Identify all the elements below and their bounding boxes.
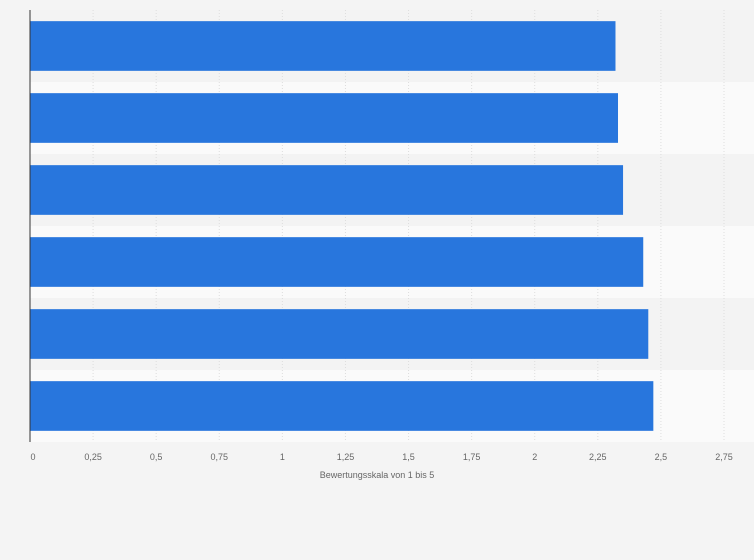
x-tick-label-7: 1,5 bbox=[402, 452, 415, 462]
x-tick-label-1: 0 bbox=[30, 452, 35, 462]
bar-3 bbox=[30, 165, 624, 215]
x-tick-label-4: 0,75 bbox=[211, 452, 229, 462]
bar-1 bbox=[30, 21, 616, 71]
gridlines bbox=[92, 10, 725, 442]
x-tick-label-3: 0,5 bbox=[150, 452, 163, 462]
x-tick-label-8: 1,75 bbox=[463, 452, 481, 462]
x-tick-label-11: 2,5 bbox=[655, 452, 668, 462]
x-tick-label-9: 2 bbox=[532, 452, 537, 462]
bar-6 bbox=[30, 381, 654, 431]
bar-2 bbox=[30, 93, 619, 143]
x-tick-label-12: 2,75 bbox=[715, 452, 733, 462]
bar-4 bbox=[30, 237, 644, 287]
x-tick-label-10: 2,25 bbox=[589, 452, 607, 462]
x-tick-label-2: 0,25 bbox=[84, 452, 102, 462]
bars bbox=[30, 21, 654, 431]
x-tick-label-6: 1,25 bbox=[337, 452, 355, 462]
x-tick-label-5: 1 bbox=[280, 452, 285, 462]
bar-5 bbox=[30, 309, 649, 359]
row-bands bbox=[30, 10, 754, 442]
x-axis-title: Bewertungsskala von 1 bis 5 bbox=[320, 470, 435, 480]
x-axis-tick-labels: 0 0,25 0,5 0,75 1 1,25 1,5 1,75 2 2,25 2,5 2,75 bbox=[30, 452, 732, 462]
